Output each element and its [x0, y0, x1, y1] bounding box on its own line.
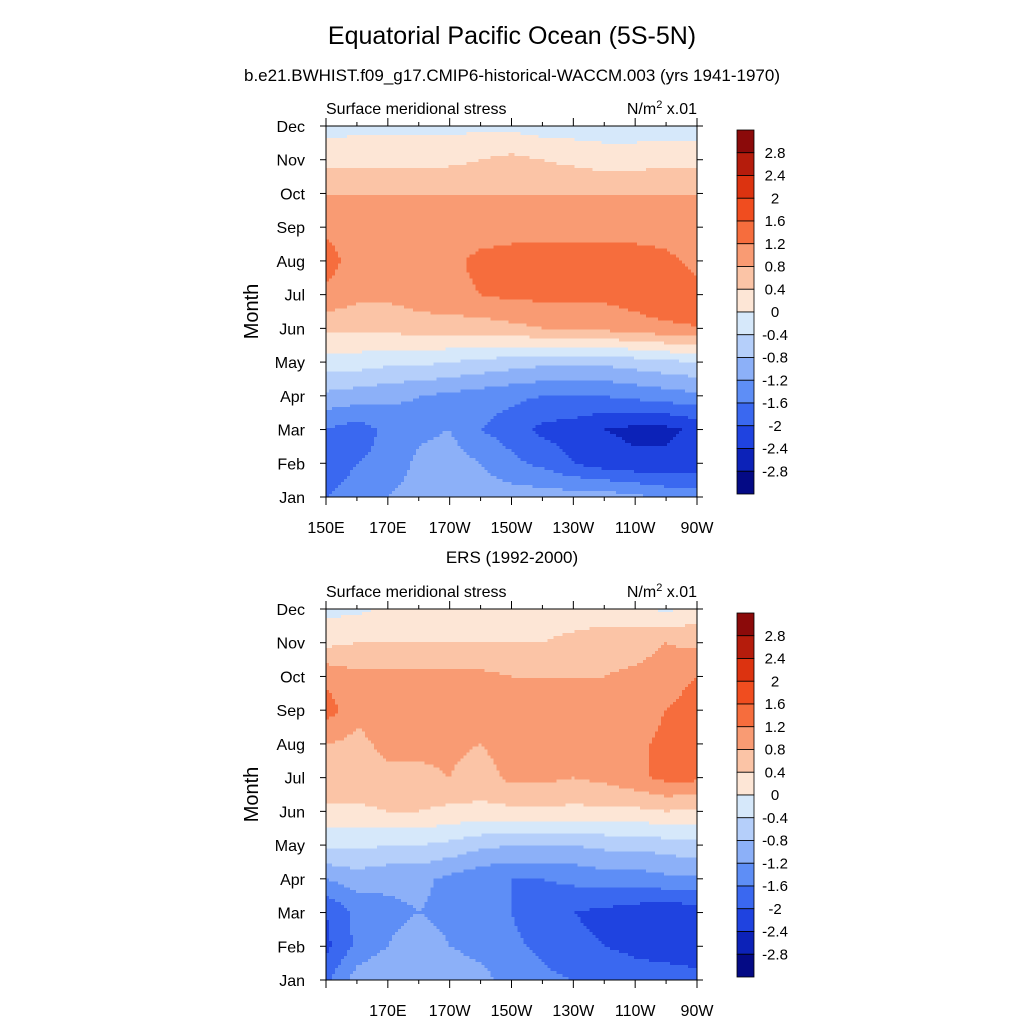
contour-field	[326, 126, 698, 498]
model-panel: JanFebMarAprMayJunJulAugSepOctNovDec150E…	[241, 99, 714, 537]
